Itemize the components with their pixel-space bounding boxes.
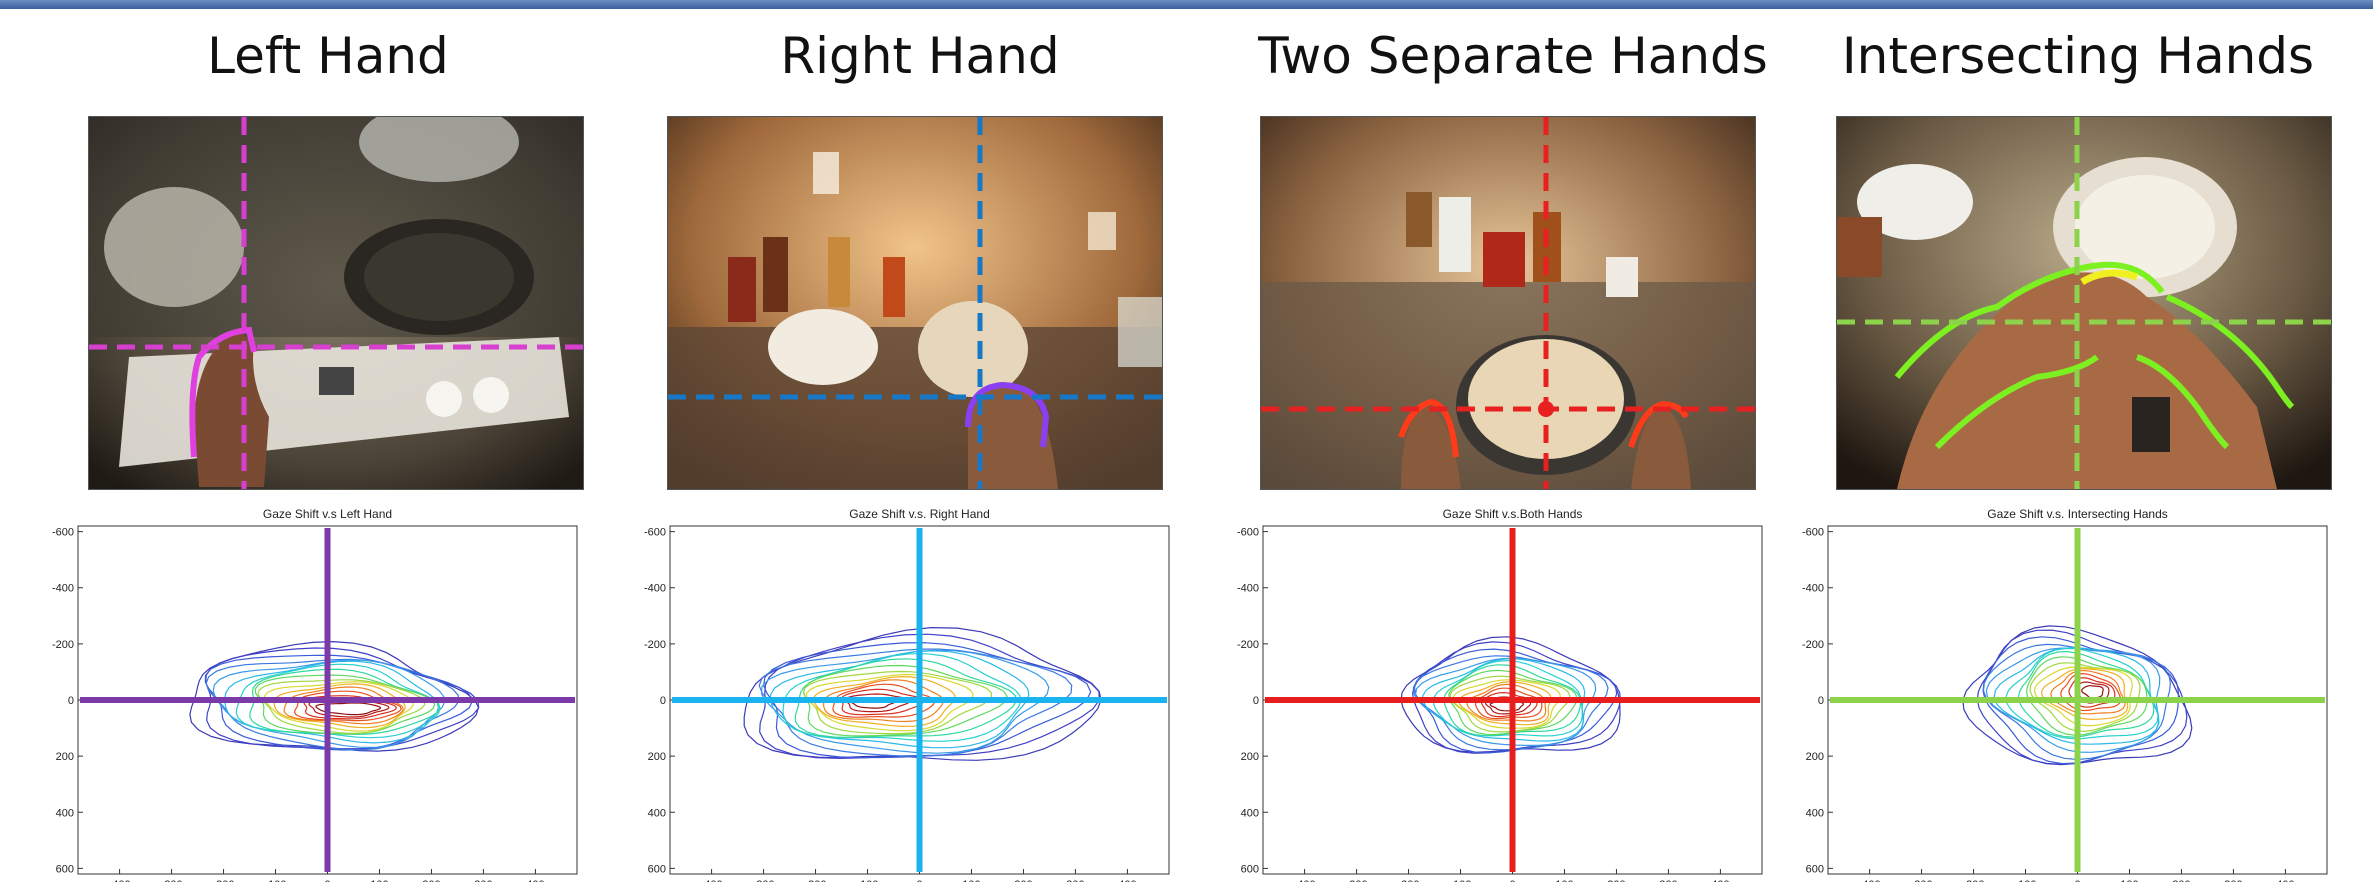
y-tick-label: 0: [68, 695, 74, 707]
contour-line: [2017, 650, 2155, 738]
plot-title: Gaze Shift v.s.Both Hands: [1443, 507, 1583, 521]
contour-line: [1449, 675, 1571, 733]
contour-line: [273, 683, 406, 729]
y-tick-label: 400: [1241, 807, 1259, 819]
y-tick-label: -600: [1237, 527, 1259, 539]
contour-line: [235, 663, 441, 739]
contour-line: [1452, 679, 1561, 729]
contour-line: [294, 690, 402, 722]
contour-line: [2060, 672, 2122, 712]
photo-right-hand: [667, 116, 1163, 490]
panel-title: Two Separate Hands: [1258, 27, 1768, 85]
y-tick-label: 600: [1241, 863, 1259, 875]
contour-line: [254, 674, 436, 735]
y-tick-label: -600: [1802, 527, 1824, 539]
contour-line: [2025, 656, 2148, 736]
contour-line: [2050, 669, 2126, 715]
contour-line: [1466, 683, 1547, 722]
y-tick-label: -200: [1237, 639, 1259, 651]
panel-title: Left Hand: [207, 27, 449, 85]
y-tick-label: -400: [1802, 583, 1824, 595]
contour-line: [2033, 666, 2133, 727]
y-tick-label: 400: [56, 807, 74, 819]
contour-plot-left-hand: Gaze Shift v.s Left Hand -600 -400 -200 0 200…: [33, 504, 623, 882]
panel-title: Intersecting Hands: [1841, 27, 2315, 85]
contour-line: [263, 681, 414, 732]
y-tick-label: 600: [1806, 863, 1824, 875]
panel-title: Right Hand: [780, 27, 1060, 85]
contour-line: [2005, 647, 2159, 740]
y-tick-label: 0: [1818, 695, 1824, 707]
y-tick-label: 200: [1241, 751, 1259, 763]
y-tick-label: -400: [52, 583, 74, 595]
plot-title: Gaze Shift v.s Left Hand: [263, 507, 392, 521]
y-tick-label: 400: [648, 807, 666, 819]
y-tick-label: -400: [644, 583, 666, 595]
contour-line: [1474, 687, 1543, 720]
contour-plot-both-hands: Gaze Shift v.s.Both Hands -600 -400 -200 0 20…: [1218, 504, 1808, 882]
photo-intersecting-hands: [1836, 116, 2332, 490]
contour-line: [2040, 668, 2129, 720]
contour-line: [315, 702, 382, 716]
y-tick-label: -600: [644, 527, 666, 539]
y-tick-label: 0: [1253, 695, 1259, 707]
y-tick-label: 400: [1806, 807, 1824, 819]
contour-line: [1481, 691, 1538, 718]
y-tick-label: 600: [648, 863, 666, 875]
photo-two-separate-hands: [1260, 116, 1756, 490]
y-tick-label: -200: [52, 639, 74, 651]
y-tick-label: 200: [648, 751, 666, 763]
plot-title: Gaze Shift v.s. Right Hand: [849, 507, 990, 521]
y-tick-label: 600: [56, 863, 74, 875]
contour-line: [2068, 677, 2116, 708]
y-tick-label: 0: [660, 695, 666, 707]
panel-right-hand: Right Hand: [625, 9, 1215, 882]
plot-title: Gaze Shift v.s. Intersecting Hands: [1987, 507, 2168, 521]
panel-left-hand: Left Hand: [33, 9, 623, 882]
photo-left-hand: [88, 116, 584, 490]
contour-line: [249, 668, 441, 736]
contour-line: [1458, 681, 1552, 726]
y-tick-label: -400: [1237, 583, 1259, 595]
panel-intersecting-hands: Intersecting Hands: [1783, 9, 2373, 882]
panel-two-separate-hands: Two Separate Hands: [1218, 9, 1808, 882]
y-tick-label: -600: [52, 527, 74, 539]
contour-plot-intersecting-hands: Gaze Shift v.s. Intersecting Hands -600 -4…: [1783, 504, 2373, 882]
top-accent-bar: [0, 0, 2373, 9]
contour-line: [283, 686, 404, 725]
contour-plot-right-hand: Gaze Shift v.s. Right Hand -600 -400 -200 0 2…: [625, 504, 1215, 882]
y-tick-label: 200: [1806, 751, 1824, 763]
y-tick-label: 200: [56, 751, 74, 763]
y-tick-label: -200: [1802, 639, 1824, 651]
y-tick-label: -200: [644, 639, 666, 651]
